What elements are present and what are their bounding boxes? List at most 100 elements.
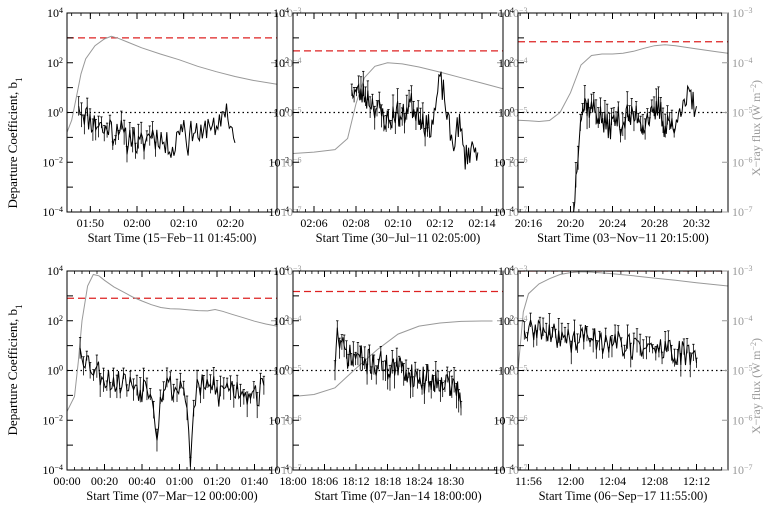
y-tick-label: 102 (47, 313, 63, 328)
y-tick-exponent: 2 (510, 55, 514, 64)
x-tick-label: 18:18 (374, 474, 401, 488)
y-tick-label: 104 (47, 6, 63, 21)
x-axis-label: Start Time (07−Jan−14 18:00:00) (314, 489, 481, 503)
plot-area (67, 273, 277, 470)
y-tick-exponent: 2 (510, 313, 514, 322)
x-axis-label: Start Time (07−Mar−12 00:00:00) (86, 489, 257, 503)
y2-tick-exponent: −4 (744, 313, 753, 322)
x-tick-label: 12:12 (683, 474, 710, 488)
x-tick-label: 20:28 (641, 216, 668, 230)
y2-tick-exponent: −6 (293, 155, 302, 164)
right-axis-label-superscript: −2 (749, 84, 758, 93)
y-tick-exponent: 2 (59, 313, 63, 322)
x-axis-label: Start Time (30−Jul−11 02:05:00) (316, 231, 481, 245)
x-tick-label: 01:20 (203, 474, 230, 488)
plot-area (518, 41, 728, 212)
right-axis-label-bottom-main: X−ray flux (W m (749, 350, 763, 434)
y-tick-exponent: 4 (59, 6, 63, 15)
y2-tick-exponent: −7 (744, 463, 753, 472)
y-tick-exponent: 0 (510, 363, 514, 372)
xray-flux-line (518, 44, 728, 123)
x-tick-label: 18:30 (437, 474, 464, 488)
x-tick-label: 18:06 (311, 474, 338, 488)
x-tick-label: 11:56 (515, 474, 542, 488)
y2-tick-exponent: −3 (519, 6, 528, 15)
x-tick-label: 20:32 (683, 216, 710, 230)
y-tick-exponent: −4 (54, 463, 63, 472)
y2-tick-exponent: −7 (293, 463, 302, 472)
y-tick-label: 100 (47, 105, 63, 120)
right-axis-label-close: ) (749, 80, 763, 84)
y2-tick-exponent: −7 (519, 205, 528, 214)
y-tick-exponent: 4 (510, 264, 514, 273)
x-tick-label: 00:00 (53, 474, 80, 488)
y2-tick-exponent: −7 (744, 205, 753, 214)
plot-area (293, 50, 503, 170)
plot-area (293, 290, 503, 416)
right-axis-label-bottom-close: ) (749, 338, 763, 342)
xray-flux-line (67, 35, 277, 133)
y-tick-exponent: 4 (285, 6, 289, 15)
y2-tick-label: 10−7 (732, 463, 753, 478)
y2-tick-exponent: −3 (293, 264, 302, 273)
y2-tick-label: 10−7 (732, 205, 753, 220)
y-tick-label: 100 (47, 363, 63, 378)
x-tick-label: 02:00 (123, 216, 150, 230)
y2-tick-exponent: −5 (744, 105, 753, 114)
x-tick-label: 02:12 (426, 216, 453, 230)
left-axis-label-bottom-main: Departure Coefficient, b (5, 309, 20, 435)
x-tick-label: 12:00 (557, 474, 584, 488)
xray-flux-line (67, 273, 277, 412)
left-axis-label: Departure Coefficient, b1 (5, 78, 24, 209)
x-axis-label: Start Time (03−Nov−11 20:15:00) (537, 231, 709, 245)
y-tick-exponent: 2 (59, 55, 63, 64)
y-tick-exponent: −4 (505, 205, 514, 214)
x-tick-label: 02:10 (384, 216, 411, 230)
x-tick-label: 20:20 (557, 216, 584, 230)
x-tick-label: 02:20 (217, 216, 244, 230)
y2-tick-exponent: −5 (519, 363, 528, 372)
y2-tick-exponent: −4 (293, 55, 302, 64)
x-tick-label: 02:14 (468, 216, 495, 230)
x-tick-label: 02:06 (300, 216, 327, 230)
y2-tick-exponent: −3 (744, 6, 753, 15)
departure-coefficient-line (523, 319, 697, 366)
departure-coefficient-line (334, 327, 462, 409)
x-tick-label: 02:08 (342, 216, 369, 230)
departure-coefficient-line (351, 71, 479, 170)
xray-flux-line (518, 271, 728, 371)
x-tick-label: 02:10 (170, 216, 197, 230)
x-tick-label: 01:00 (166, 474, 193, 488)
y2-tick-exponent: −5 (744, 363, 753, 372)
y-tick-exponent: 2 (285, 313, 289, 322)
left-axis-label-main: Departure Coefficient, b (5, 82, 20, 208)
y-tick-exponent: 0 (285, 105, 289, 114)
y-tick-label: 10−2 (42, 413, 63, 428)
y2-tick-exponent: −6 (519, 155, 528, 164)
departure-coefficient-line (78, 103, 236, 158)
y-tick-exponent: 2 (285, 55, 289, 64)
y2-tick-exponent: −3 (744, 264, 753, 273)
y-tick-exponent: −2 (505, 155, 514, 164)
y2-tick-exponent: −6 (293, 413, 302, 422)
y2-tick-label: 10−3 (732, 6, 753, 21)
plot-area (518, 271, 728, 378)
departure-errorbars (78, 337, 266, 470)
right-axis-label-bottom-superscript: −2 (749, 342, 758, 351)
left-axis-label-subscript: 1 (14, 78, 24, 83)
x-tick-label: 00:20 (91, 474, 118, 488)
y-tick-exponent: −4 (505, 463, 514, 472)
y2-tick-exponent: −4 (519, 55, 528, 64)
left-axis-label-bottom: Departure Coefficient, b1 (5, 305, 24, 436)
y2-tick-exponent: −3 (519, 264, 528, 273)
y2-tick-exponent: −6 (744, 155, 753, 164)
left-axis-label-bottom-subscript: 1 (14, 305, 24, 310)
y2-tick-exponent: −5 (293, 105, 302, 114)
x-tick-label: 12:08 (641, 474, 668, 488)
